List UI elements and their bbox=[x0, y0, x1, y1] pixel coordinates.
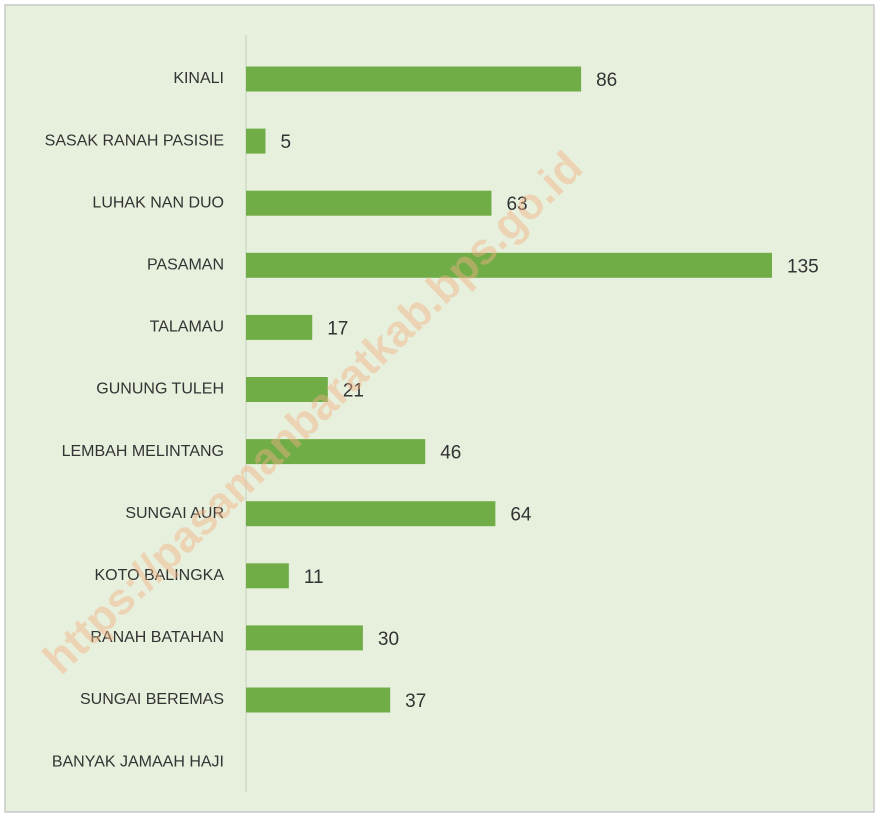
data-label: 5 bbox=[280, 132, 291, 153]
data-label: 30 bbox=[378, 629, 399, 650]
bar bbox=[246, 439, 426, 465]
bar bbox=[246, 563, 289, 589]
data-label: 11 bbox=[304, 567, 324, 588]
category-label: SASAK RANAH PASISIE bbox=[45, 132, 224, 149]
category-label: KOTO BALINGKA bbox=[94, 567, 224, 584]
bar bbox=[246, 314, 313, 340]
category-label: TALAMAU bbox=[150, 319, 224, 336]
category-label: PASAMAN bbox=[147, 257, 224, 274]
bar bbox=[246, 501, 496, 527]
data-label: 46 bbox=[440, 443, 461, 464]
bar bbox=[246, 66, 582, 92]
data-label: 17 bbox=[327, 318, 348, 339]
category-label: GUNUNG TULEH bbox=[96, 381, 224, 398]
bar bbox=[246, 190, 492, 216]
data-label: 37 bbox=[405, 691, 426, 712]
bar bbox=[246, 687, 391, 713]
category-label: BANYAK JAMAAH HAJI bbox=[52, 753, 224, 770]
plot: KINALI 86 SASAK RANAH PASISIE 5 LUHAK NAN DU… bbox=[45, 66, 819, 770]
category-label: RANAH BATAHAN bbox=[90, 629, 224, 646]
bar bbox=[246, 625, 363, 651]
data-label: 86 bbox=[596, 70, 617, 91]
category-label: SUNGAI AUR bbox=[125, 505, 224, 522]
category-label: LUHAK NAN DUO bbox=[92, 194, 224, 211]
chart-background bbox=[4, 4, 875, 813]
data-label: 63 bbox=[506, 194, 527, 215]
bar bbox=[246, 252, 772, 278]
category-label: SUNGAI BEREMAS bbox=[80, 691, 224, 708]
data-label: 21 bbox=[343, 381, 364, 402]
data-label: 64 bbox=[510, 505, 532, 526]
bar bbox=[246, 377, 328, 402]
category-label: LEMBAH MELINTANG bbox=[62, 443, 224, 460]
category-label: KINALI bbox=[173, 70, 224, 87]
bar bbox=[246, 128, 266, 154]
data-label: 135 bbox=[787, 256, 819, 277]
